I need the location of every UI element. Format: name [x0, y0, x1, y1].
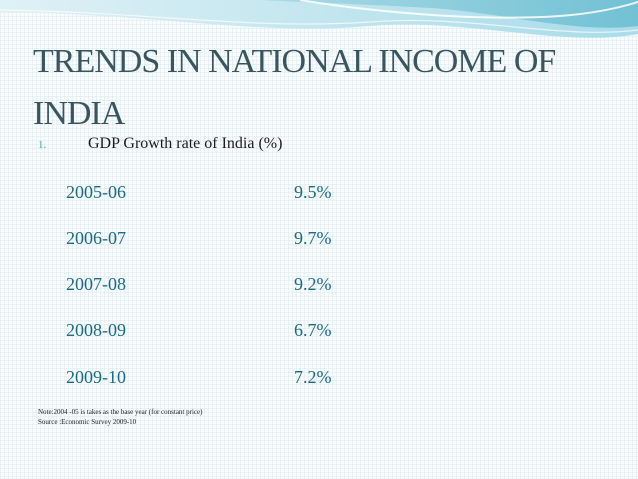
data-row-2005-06: 2005-06 9.5% — [66, 182, 356, 208]
footnote: Note:2004 -05 is takes as the base year … — [38, 407, 202, 427]
row-year: 2009-10 — [66, 367, 126, 387]
row-year: 2007-08 — [66, 274, 126, 294]
row-year: 2006-07 — [66, 228, 126, 248]
wave-highlight — [299, 0, 638, 19]
row-rate: 9.2% — [294, 274, 332, 294]
row-rate: 6.7% — [294, 320, 332, 340]
row-rate: 9.7% — [294, 228, 332, 248]
table-subtitle: GDP Growth rate of India (%) — [88, 135, 283, 152]
data-row-2006-07: 2006-07 9.7% — [66, 228, 356, 254]
wave-line — [0, 9, 638, 33]
row-rate: 9.5% — [294, 182, 332, 202]
slide-title: TRENDS IN NATIONAL INCOME OF INDIA — [33, 43, 556, 132]
list-number: 1. — [38, 139, 47, 151]
row-rate: 7.2% — [294, 367, 332, 387]
wave-dark — [260, 0, 638, 28]
row-year: 2008-09 — [66, 320, 126, 340]
decorative-wave-band — [0, 0, 638, 38]
source-text: Source :Economic Survey 2009-10 — [38, 418, 137, 426]
data-row-2007-08: 2007-08 9.2% — [66, 274, 356, 300]
row-year: 2005-06 — [66, 182, 126, 202]
data-row-2008-09: 2008-09 6.7% — [66, 320, 356, 346]
data-row-2009-10: 2009-10 7.2% — [66, 367, 356, 393]
note-text: Note:2004 -05 is takes as the base year … — [38, 408, 203, 416]
